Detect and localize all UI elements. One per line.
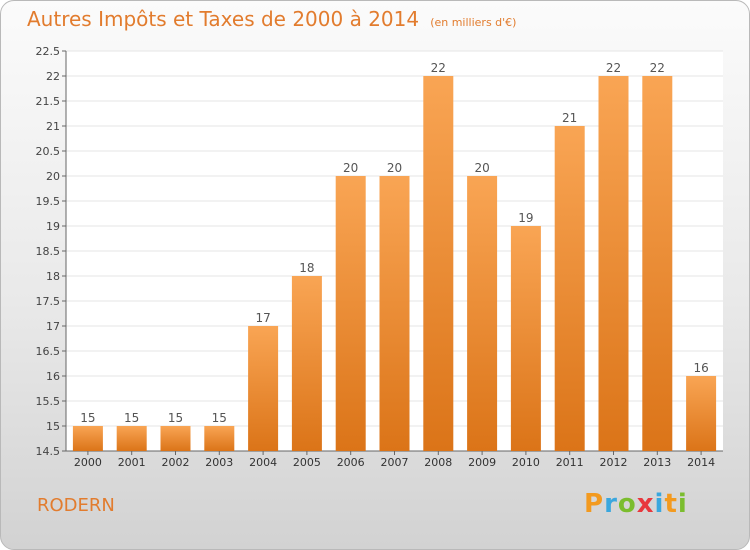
y-tick-label: 21 xyxy=(46,120,60,133)
logo-letter: t xyxy=(664,489,678,519)
y-tick-label: 18 xyxy=(46,270,60,283)
y-tick-label: 20.5 xyxy=(36,145,61,158)
bar-value-label: 17 xyxy=(255,311,270,325)
chart-title-block: Autres Impôts et Taxes de 2000 à 2014 (e… xyxy=(27,7,516,31)
y-tick-label: 15.5 xyxy=(36,395,61,408)
bar-value-label: 22 xyxy=(650,61,665,75)
y-tick-label: 17 xyxy=(46,320,60,333)
bar xyxy=(160,426,191,451)
bar-value-label: 16 xyxy=(693,361,708,375)
x-tick-label: 2011 xyxy=(556,456,584,469)
logo-letter: i xyxy=(654,489,665,519)
proxiti-logo: Proxiti xyxy=(584,489,688,519)
bar-value-label: 22 xyxy=(431,61,446,75)
bar-value-label: 20 xyxy=(387,161,402,175)
bar xyxy=(116,426,147,451)
bar-value-label: 15 xyxy=(168,411,183,425)
x-tick-label: 2003 xyxy=(205,456,233,469)
bar xyxy=(335,176,366,451)
logo-letter: i xyxy=(677,489,688,519)
bar xyxy=(291,276,322,451)
bar xyxy=(204,426,235,451)
chart-subtitle: (en milliers d'€) xyxy=(430,16,517,29)
bar-value-label: 18 xyxy=(299,261,314,275)
bar-value-label: 15 xyxy=(124,411,139,425)
x-tick-label: 2009 xyxy=(468,456,496,469)
x-tick-label: 2001 xyxy=(118,456,146,469)
bar-value-label: 22 xyxy=(606,61,621,75)
y-tick-label: 16.5 xyxy=(36,345,61,358)
bar xyxy=(72,426,103,451)
y-tick-label: 18.5 xyxy=(36,245,61,258)
y-tick-label: 22 xyxy=(46,70,60,83)
y-tick-label: 16 xyxy=(46,370,60,383)
x-tick-label: 2002 xyxy=(162,456,190,469)
chart-title: Autres Impôts et Taxes de 2000 à 2014 xyxy=(27,7,420,31)
y-tick-label: 19 xyxy=(46,220,60,233)
x-tick-label: 2000 xyxy=(74,456,102,469)
y-tick-label: 15 xyxy=(46,420,60,433)
bar xyxy=(467,176,498,451)
bar xyxy=(379,176,410,451)
bar xyxy=(554,126,585,451)
x-tick-label: 2007 xyxy=(381,456,409,469)
bar xyxy=(642,76,673,451)
x-tick-label: 2010 xyxy=(512,456,540,469)
bar-value-label: 20 xyxy=(474,161,489,175)
y-tick-label: 21.5 xyxy=(36,95,61,108)
bar xyxy=(423,76,454,451)
y-tick-label: 14.5 xyxy=(36,445,61,458)
bar xyxy=(598,76,629,451)
y-tick-label: 22.5 xyxy=(36,45,61,58)
x-tick-label: 2012 xyxy=(600,456,628,469)
bar xyxy=(510,226,541,451)
bar-value-label: 15 xyxy=(212,411,227,425)
bar-value-label: 20 xyxy=(343,161,358,175)
bar xyxy=(686,376,717,451)
bar-value-label: 15 xyxy=(80,411,95,425)
logo-letter: x xyxy=(636,489,655,519)
y-tick-label: 19.5 xyxy=(36,195,61,208)
logo-letter: r xyxy=(604,489,618,519)
y-tick-label: 17.5 xyxy=(36,295,61,308)
y-tick-label: 20 xyxy=(46,170,60,183)
logo-letter: P xyxy=(584,489,605,519)
x-tick-label: 2013 xyxy=(643,456,671,469)
bar xyxy=(248,326,279,451)
bar-value-label: 21 xyxy=(562,111,577,125)
x-tick-label: 2008 xyxy=(424,456,452,469)
x-tick-label: 2005 xyxy=(293,456,321,469)
commune-name: RODERN xyxy=(37,495,115,516)
x-tick-label: 2006 xyxy=(337,456,365,469)
x-tick-label: 2004 xyxy=(249,456,277,469)
x-tick-label: 2014 xyxy=(687,456,715,469)
logo-letter: o xyxy=(617,489,637,519)
bar-value-label: 19 xyxy=(518,211,533,225)
